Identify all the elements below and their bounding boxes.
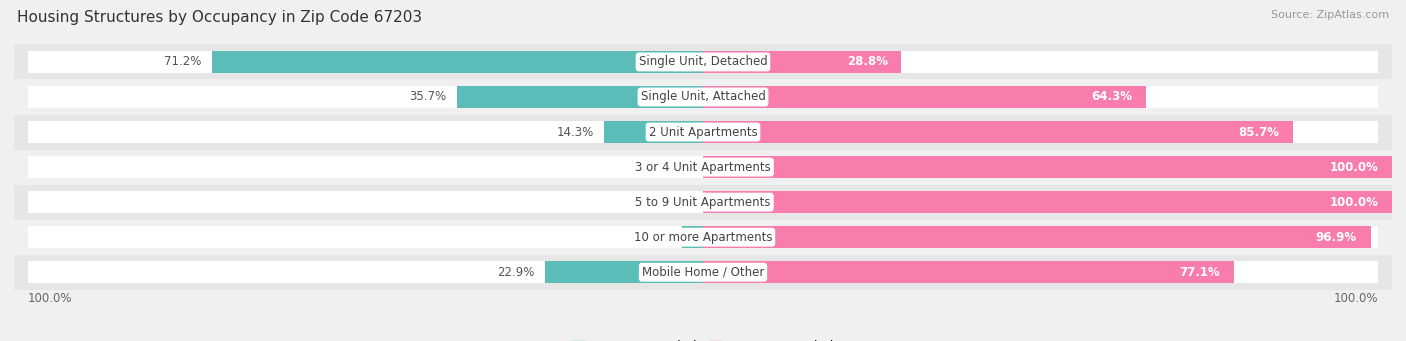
Bar [14,79,1392,115]
Bar [28,226,1378,248]
Bar [703,121,1294,143]
Text: 5 to 9 Unit Apartments: 5 to 9 Unit Apartments [636,196,770,209]
Bar [28,156,1378,178]
Text: 77.1%: 77.1% [1180,266,1220,279]
Text: 3 or 4 Unit Apartments: 3 or 4 Unit Apartments [636,161,770,174]
Bar [546,261,703,283]
Text: Housing Structures by Occupancy in Zip Code 67203: Housing Structures by Occupancy in Zip C… [17,10,422,25]
Bar [703,156,1392,178]
Text: 96.9%: 96.9% [1316,231,1357,244]
Text: 100.0%: 100.0% [1329,161,1378,174]
Text: 28.8%: 28.8% [846,56,887,69]
Bar [703,51,901,73]
Text: 0.0%: 0.0% [662,196,692,209]
Text: 14.3%: 14.3% [557,125,593,138]
Text: 10 or more Apartments: 10 or more Apartments [634,231,772,244]
Text: 71.2%: 71.2% [165,56,201,69]
Bar [212,51,703,73]
Bar [682,226,703,248]
Bar [14,44,1392,79]
Text: 85.7%: 85.7% [1239,125,1279,138]
Text: 2 Unit Apartments: 2 Unit Apartments [648,125,758,138]
Text: Single Unit, Attached: Single Unit, Attached [641,90,765,104]
Text: 0.0%: 0.0% [662,161,692,174]
Bar [605,121,703,143]
Text: 64.3%: 64.3% [1091,90,1132,104]
Bar [14,184,1392,220]
Text: Mobile Home / Other: Mobile Home / Other [641,266,765,279]
Bar [14,115,1392,150]
Bar [28,86,1378,108]
Bar [28,191,1378,213]
Legend: Owner-occupied, Renter-occupied: Owner-occupied, Renter-occupied [568,335,838,341]
Text: 22.9%: 22.9% [496,266,534,279]
Text: Single Unit, Detached: Single Unit, Detached [638,56,768,69]
Text: 100.0%: 100.0% [1334,292,1378,305]
Bar [703,261,1234,283]
Bar [28,261,1378,283]
Bar [28,121,1378,143]
Bar [457,86,703,108]
Bar [28,51,1378,73]
Bar [703,86,1146,108]
Bar [14,255,1392,290]
Text: 100.0%: 100.0% [1329,196,1378,209]
Bar [14,150,1392,184]
Bar [703,191,1392,213]
Text: 100.0%: 100.0% [28,292,72,305]
Text: 3.1%: 3.1% [641,231,671,244]
Text: Source: ZipAtlas.com: Source: ZipAtlas.com [1271,10,1389,20]
Text: 35.7%: 35.7% [409,90,446,104]
Bar [14,220,1392,255]
Bar [703,226,1371,248]
